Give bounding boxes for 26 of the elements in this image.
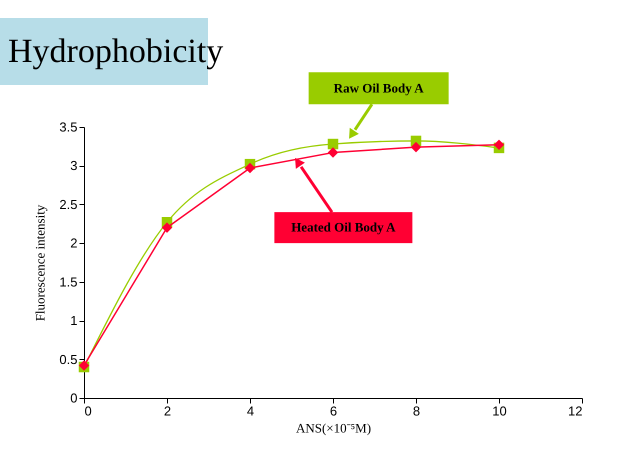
x-tick-label: 4 bbox=[246, 404, 254, 418]
y-tick-label: 3 bbox=[70, 158, 78, 174]
text: Raw Oil Body A bbox=[334, 80, 424, 96]
point bbox=[494, 140, 504, 150]
y-tick-label: 1.5 bbox=[59, 274, 78, 290]
text: Heated Oil Body A bbox=[291, 220, 396, 235]
x-tick-label: 12 bbox=[568, 404, 582, 418]
x-tick-label: 8 bbox=[412, 404, 420, 418]
y-tick-label: 2 bbox=[70, 236, 78, 251]
y-tick-label: 0 bbox=[70, 390, 78, 406]
point bbox=[244, 162, 256, 174]
chart-title: Hydrophobicity bbox=[8, 33, 224, 70]
point bbox=[162, 222, 172, 233]
y-tick-label: 2.5 bbox=[59, 196, 78, 212]
point bbox=[410, 142, 422, 152]
x-tick-label: 0 bbox=[84, 404, 92, 418]
x-axis-title: ANS(×10⁻⁵M) bbox=[296, 420, 372, 436]
y-tick-label: 0.5 bbox=[59, 352, 78, 367]
point bbox=[328, 138, 338, 150]
y-tick-label: 1 bbox=[70, 313, 78, 328]
x-tick-label: 10 bbox=[492, 404, 507, 418]
point bbox=[328, 147, 338, 158]
x-tick-label: 6 bbox=[330, 404, 338, 418]
x-tick-label: 2 bbox=[164, 404, 172, 418]
y-axis-title: Fluorescence intensity bbox=[32, 204, 48, 322]
y-tick-label: 3.5 bbox=[59, 120, 78, 134]
